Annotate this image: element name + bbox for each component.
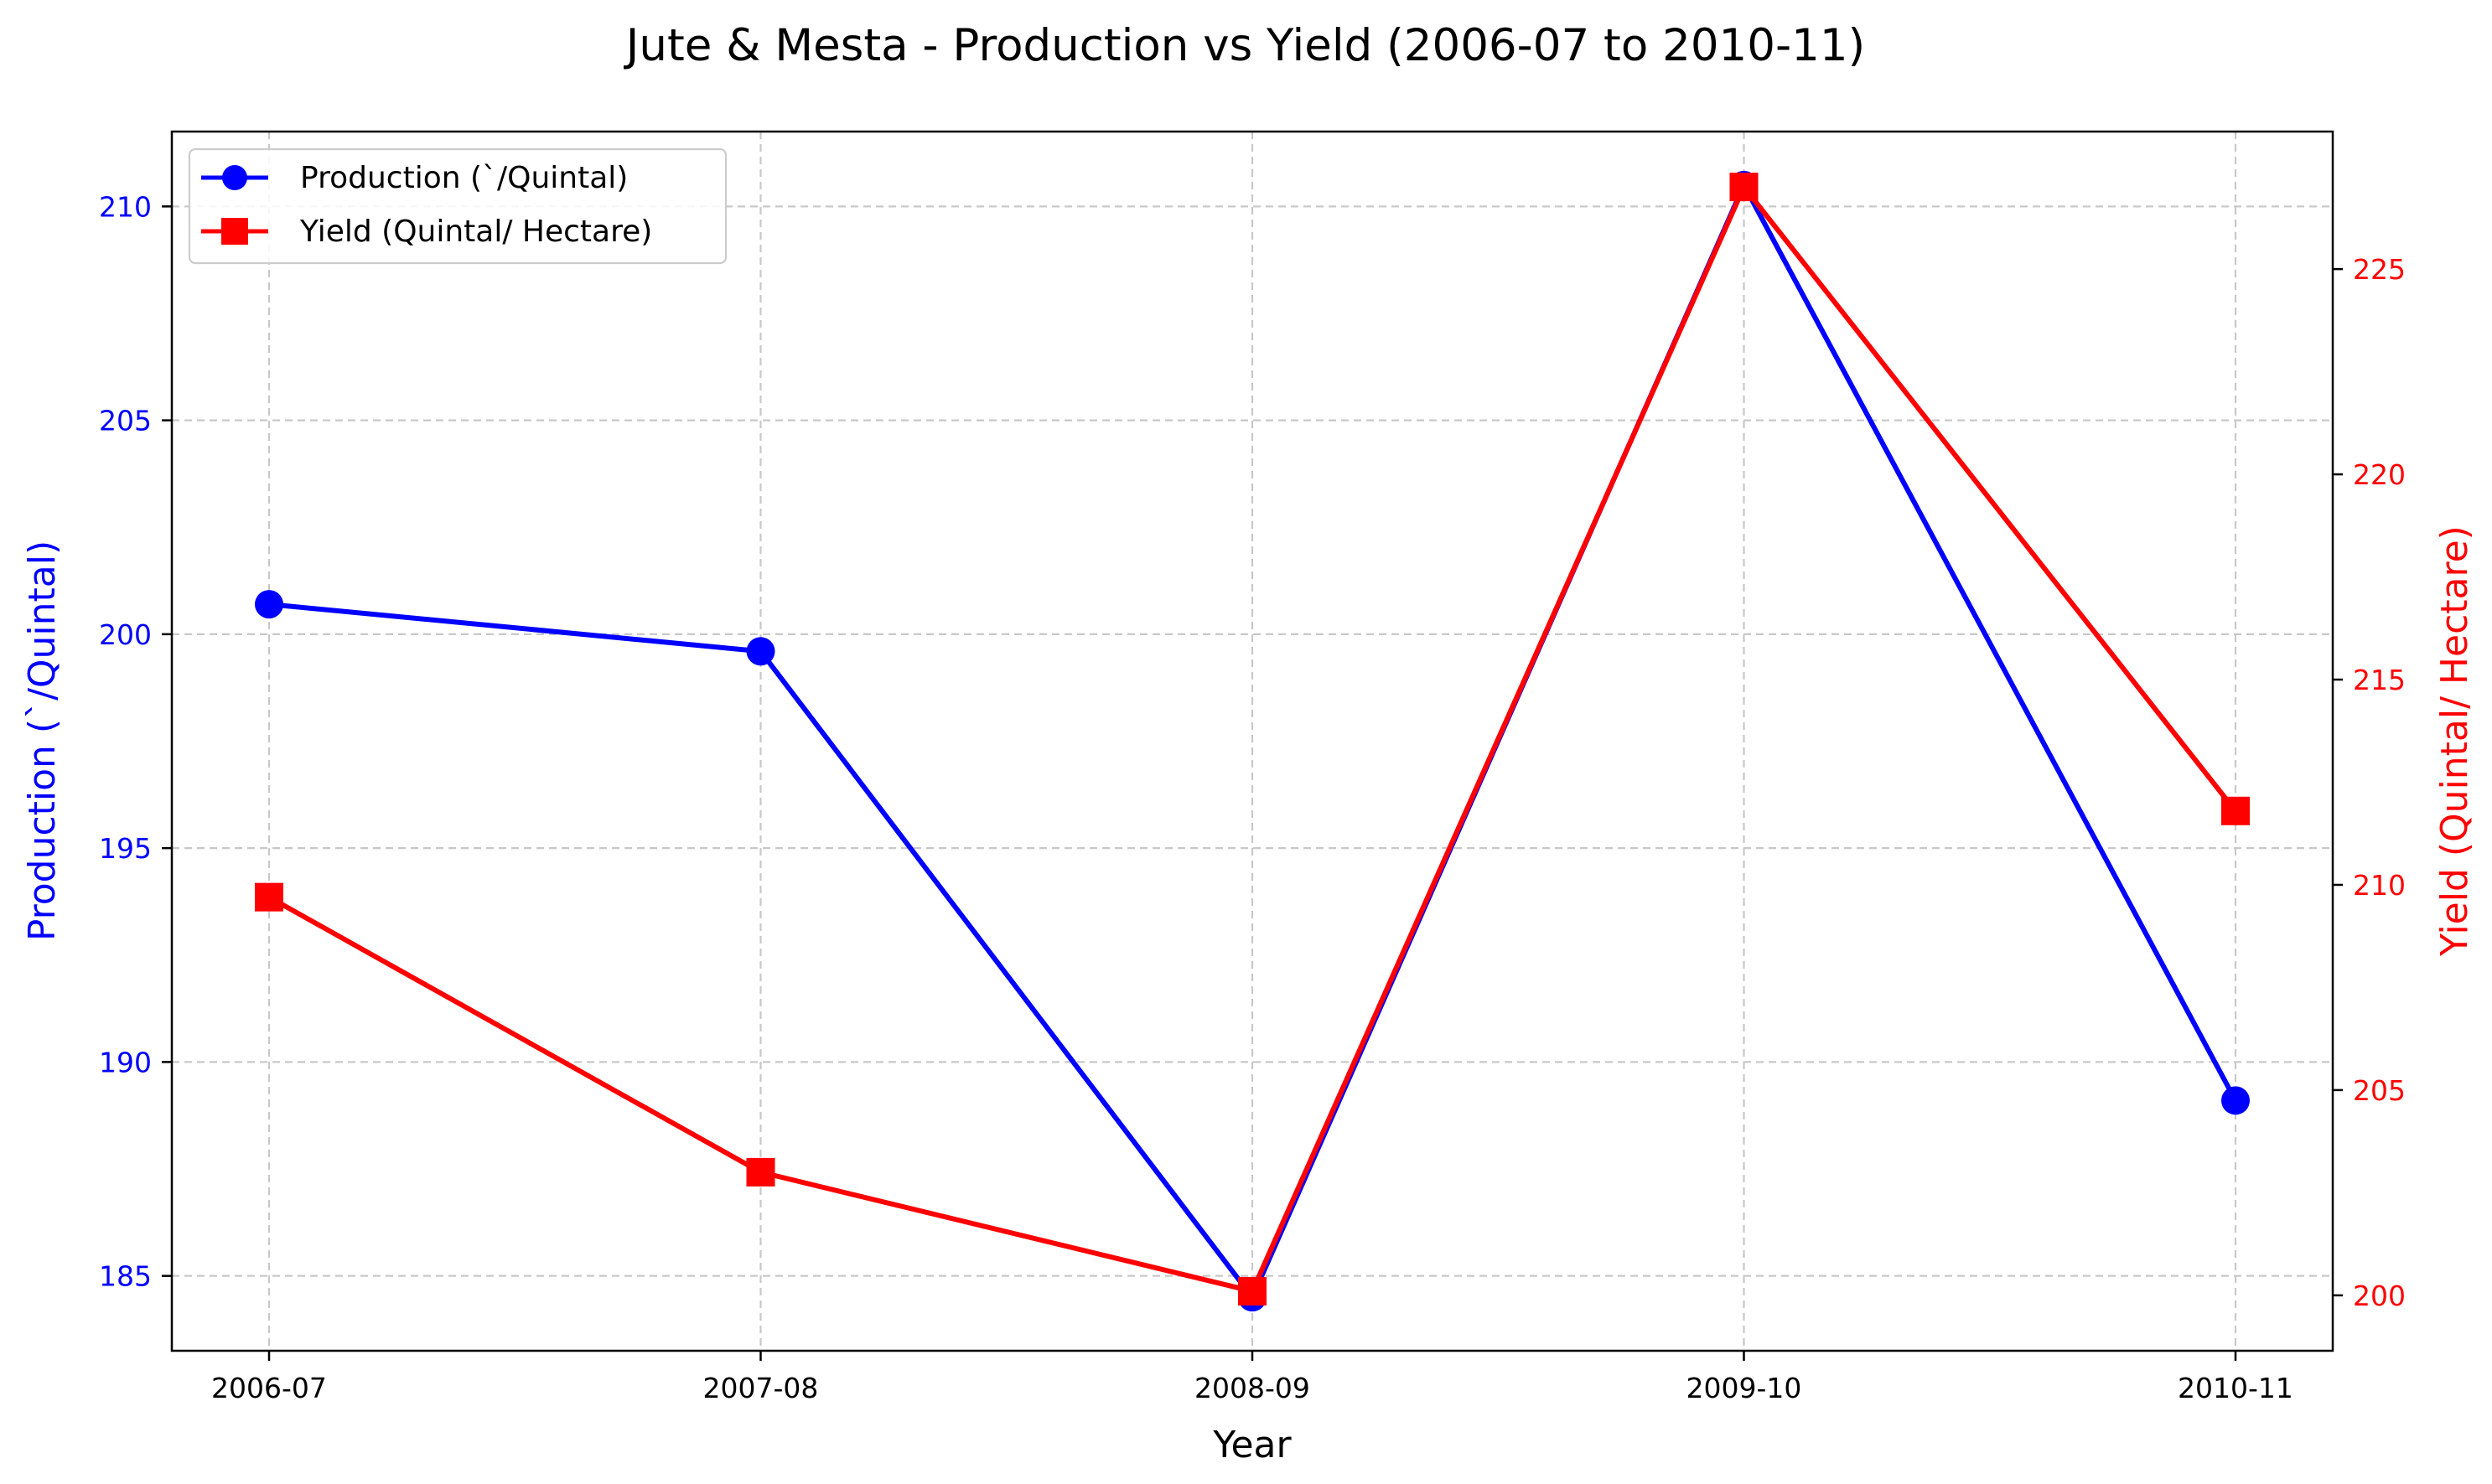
series-layer bbox=[255, 170, 2250, 1312]
y-axis-right-label: Yield (Quintal/ Hectare) bbox=[2433, 525, 2476, 957]
y-left-tick-label: 195 bbox=[99, 832, 152, 865]
chart-title: Jute & Mesta - Production vs Yield (2006… bbox=[624, 20, 1866, 71]
data-point-yield bbox=[255, 882, 283, 912]
x-tick-label: 2006-07 bbox=[211, 1372, 327, 1404]
data-point-production bbox=[2221, 1086, 2250, 1115]
y-left-tick-label: 200 bbox=[99, 618, 152, 651]
legend: Production (`/Quintal) Yield (Quintal/ H… bbox=[188, 147, 728, 265]
data-point-production bbox=[255, 590, 283, 619]
y-right-tick-label: 205 bbox=[2353, 1074, 2406, 1107]
x-axis-label: Year bbox=[1212, 1424, 1292, 1466]
x-tick-label: 2008-09 bbox=[1194, 1372, 1310, 1404]
x-tick-label: 2010-11 bbox=[2178, 1372, 2293, 1404]
data-point-yield bbox=[1729, 173, 1759, 202]
y-right-tick-label: 200 bbox=[2353, 1280, 2406, 1312]
grid bbox=[172, 132, 2333, 1351]
x-tick-label: 2009-10 bbox=[1686, 1372, 1802, 1404]
data-point-yield bbox=[746, 1157, 775, 1187]
legend-label-yield: Yield (Quintal/ Hectare) bbox=[299, 215, 652, 249]
y-right-tick-label: 210 bbox=[2353, 869, 2406, 902]
legend-marker-yield bbox=[221, 218, 248, 245]
data-point-production bbox=[746, 637, 775, 666]
y-right-tick-label: 225 bbox=[2353, 253, 2406, 286]
y-left-tick-label: 210 bbox=[99, 190, 152, 223]
legend-marker-production bbox=[222, 165, 247, 190]
data-point-yield bbox=[1238, 1276, 1267, 1306]
y-left-tick-label: 185 bbox=[99, 1260, 152, 1293]
data-point-yield bbox=[2221, 796, 2250, 825]
x-axis: 2006-07 2007-08 2008-09 2009-10 2010-11 bbox=[211, 1351, 2293, 1404]
y-right-tick-label: 220 bbox=[2353, 458, 2406, 491]
y-axis-right: 200 205 210 215 220 225 bbox=[2333, 253, 2406, 1312]
y-right-tick-label: 215 bbox=[2353, 664, 2406, 696]
y-left-tick-label: 205 bbox=[99, 405, 152, 437]
legend-box bbox=[188, 147, 728, 265]
y-axis-left-label: Production (`/Quintal) bbox=[21, 540, 64, 941]
y-left-tick-label: 190 bbox=[99, 1046, 152, 1078]
legend-label-production: Production (`/Quintal) bbox=[300, 161, 628, 195]
x-tick-label: 2007-08 bbox=[703, 1372, 819, 1404]
y-axis-left: 185 190 195 200 205 210 bbox=[99, 190, 172, 1293]
